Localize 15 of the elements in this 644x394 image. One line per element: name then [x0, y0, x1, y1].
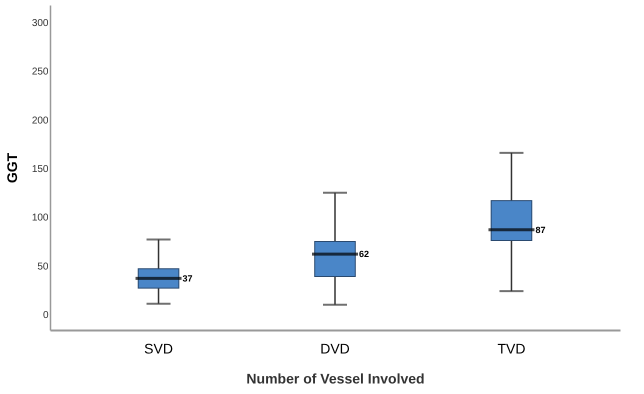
annotation: 37	[182, 273, 193, 284]
y-tick-label: 150	[32, 164, 49, 175]
y-tick-label: 200	[32, 115, 49, 126]
x-tick-label: SVD	[144, 340, 173, 356]
x-tick-label: TVD	[497, 340, 526, 356]
y-tick-label: 250	[32, 66, 49, 78]
x-axis-title: Number of Vessel Involved	[246, 370, 425, 386]
y-tick-label: 50	[37, 261, 49, 272]
annotation: 62	[359, 249, 370, 260]
y-axis-title: GGT	[4, 152, 20, 184]
y-tick-label: 300	[32, 18, 49, 30]
y-tick-label: 100	[32, 212, 49, 224]
x-tick-label: DVD	[320, 340, 350, 356]
y-tick-label: 0	[42, 310, 49, 321]
annotation: 87	[535, 224, 546, 235]
